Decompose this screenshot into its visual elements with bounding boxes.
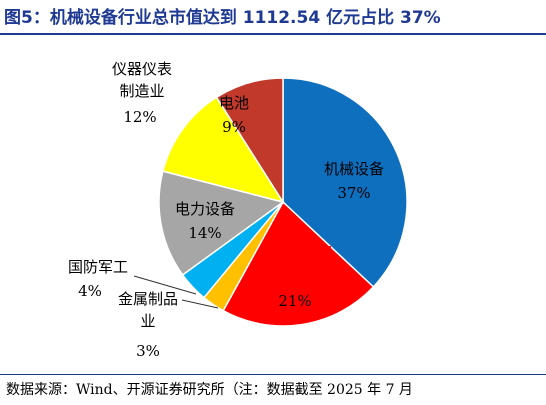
title-divider: [0, 33, 546, 35]
slice-name-label-6: 仪器仪表制造业: [112, 60, 172, 100]
pie-chart: 机械设备 37% 汽车零部件 21% 金属制品业 3% 国防军工 4% 电力设备 14% 仪器仪表制…: [68, 60, 408, 360]
slice-name-label-3: 金属制品业: [118, 290, 178, 330]
slice-name-label-7: 电池: [219, 94, 249, 112]
leader-line-4: [133, 275, 197, 295]
pie-slice-1: [282, 77, 408, 288]
slice-value-label-6: 12%: [123, 108, 156, 126]
slice-name-label-4: 国防军工: [68, 258, 128, 276]
pie-slice-7: [215, 77, 284, 205]
slice-value-label-2: 21%: [278, 292, 311, 310]
slice-name-label-2: 汽车零部件: [272, 244, 332, 284]
slice-name-label-5: 电力设备: [175, 200, 235, 218]
pie-slice-5: [158, 170, 285, 276]
pie-slice-2: [222, 200, 375, 327]
source-note: 数据来源：Wind、开源证券研究所（注：数据截至 2025 年 7 月: [6, 382, 413, 398]
slice-value-label-7: 9%: [222, 118, 246, 136]
slice-name-label-1: 机械设备: [324, 160, 384, 178]
source-divider: [0, 374, 546, 375]
leader-line-3: [181, 299, 219, 309]
slice-value-label-4: 4%: [78, 282, 102, 300]
slice-value-label-1: 37%: [337, 184, 370, 202]
chart-title: 图5：机械设备行业总市值达到 1112.54 亿元占比 37%: [4, 8, 441, 28]
slice-value-label-3: 3%: [136, 342, 160, 360]
slice-value-label-5: 14%: [188, 224, 221, 242]
pie-slice-6: [161, 96, 285, 204]
